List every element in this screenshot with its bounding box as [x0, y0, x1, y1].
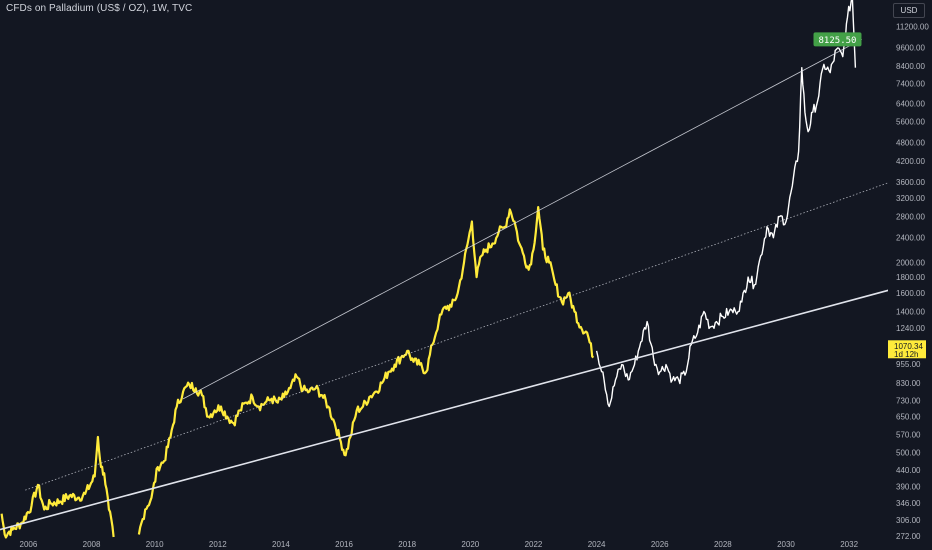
time-axis: 2006 2008 2010 2012 2014 2016 2018 2020 2022 2024…	[20, 540, 859, 549]
y-tick-label: 500.00	[896, 449, 921, 458]
y-tick-label: 6400.00	[896, 99, 925, 108]
y-tick-label: 570.00	[896, 431, 921, 440]
x-tick-label: 2024	[588, 540, 606, 549]
y-tick-label: 11200.00	[896, 23, 929, 32]
y-tick-label: 346.00	[896, 499, 921, 508]
price-axis-background	[888, 0, 932, 550]
trendline-dotted	[25, 181, 891, 491]
history-line-0	[0, 435, 115, 539]
y-tick-label: 4200.00	[896, 157, 925, 166]
y-tick-label: 5600.00	[896, 118, 925, 127]
symbol-title: CFDs on Palladium (US$ / OZ), 1W, TVC	[6, 3, 193, 14]
y-tick-label: 2800.00	[896, 213, 925, 222]
y-tick-label: 9600.00	[896, 44, 925, 53]
x-tick-label: 2016	[335, 540, 353, 549]
y-tick-label: 650.00	[896, 413, 921, 422]
y-tick-label: 1600.00	[896, 289, 925, 298]
y-tick-label: 955.00	[896, 360, 921, 369]
x-tick-label: 2008	[83, 540, 101, 549]
last-price-badge	[888, 340, 926, 359]
y-tick-label: 7400.00	[896, 79, 925, 88]
last-price-label: 1070.34	[894, 342, 923, 351]
x-tick-label: 2018	[398, 540, 416, 549]
y-tick-label: 272.00	[896, 532, 921, 541]
currency-button[interactable]: USD	[893, 3, 925, 18]
x-tick-label: 2022	[525, 540, 543, 549]
countdown-label: 1d 12h	[894, 350, 918, 359]
y-tick-label: 3600.00	[896, 178, 925, 187]
y-tick-label: 440.00	[896, 466, 921, 475]
target-price-label: 8125.50	[819, 36, 857, 46]
price-axis[interactable]: 11200.00 9600.00 8400.00 7400.00 6400.00 5600…	[888, 0, 932, 550]
y-tick-label: 830.00	[896, 379, 921, 388]
target-price-badge	[813, 32, 862, 47]
y-tick-label: 1800.00	[896, 273, 925, 282]
x-tick-label: 2028	[714, 540, 732, 549]
history-line-1	[137, 206, 595, 535]
trendline-layer	[0, 39, 891, 531]
x-tick-label: 2014	[272, 540, 290, 549]
x-tick-label: 2030	[777, 540, 795, 549]
x-tick-label: 2006	[20, 540, 38, 549]
y-tick-label: 4800.00	[896, 139, 925, 148]
x-tick-label: 2010	[146, 540, 164, 549]
y-tick-label: 2000.00	[896, 259, 925, 268]
x-tick-label: 2032	[840, 540, 858, 549]
trendline-thick	[0, 289, 891, 531]
projection-line-2	[595, 0, 857, 408]
y-tick-label: 730.00	[896, 397, 921, 406]
trendline-thin	[182, 39, 862, 400]
x-tick-label: 2026	[651, 540, 669, 549]
y-tick-label: 306.00	[896, 516, 921, 525]
y-tick-label: 8400.00	[896, 62, 925, 71]
series-layer	[0, 0, 857, 539]
y-tick-label: 390.00	[896, 483, 921, 492]
y-tick-label: 1400.00	[896, 307, 925, 316]
x-tick-label: 2012	[209, 540, 227, 549]
y-tick-label: 2400.00	[896, 234, 925, 243]
y-tick-label: 3200.00	[896, 194, 925, 203]
x-tick-label: 2020	[461, 540, 479, 549]
y-tick-label: 1240.00	[896, 324, 925, 333]
